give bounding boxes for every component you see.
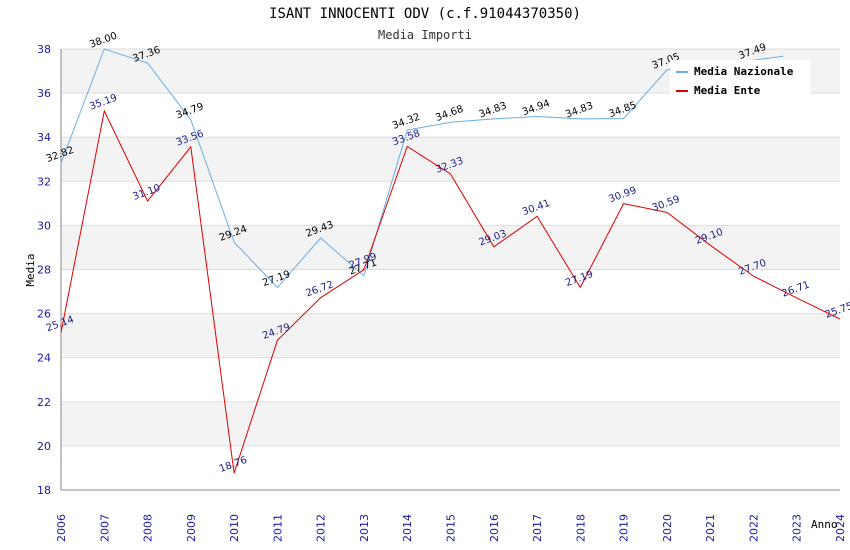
x-axis-label: Anno [811,518,838,531]
band-22-24 [61,357,840,402]
x-tick-label-2007: 2007 [98,514,111,542]
x-tick-label-2008: 2008 [142,514,155,542]
band-28-30 [61,225,840,270]
y-tick-label-22: 22 [37,396,51,409]
y-tick-label-26: 26 [37,308,51,321]
band-24-26 [61,313,840,358]
x-axis-ticks: 2006 2007 2008 2009 2010 2011 2012 2013 2014 2015… [55,514,847,542]
x-tick-label-2012: 2012 [315,514,328,542]
x-tick-label-2021: 2021 [704,514,717,542]
x-tick-label-2017: 2017 [531,514,544,542]
band-26-28 [61,269,840,314]
legend: Media Nazionale Media Ente [670,60,810,97]
x-tick-label-2016: 2016 [488,514,501,542]
x-tick-label-2010: 2010 [228,514,241,542]
y-tick-label-20: 20 [37,440,51,453]
legend-entry-media-ente: Media Ente [694,84,761,97]
series-lines [60,48,841,474]
series-line-media-ente [60,109,841,474]
x-tick-label-2022: 2022 [747,514,760,542]
band-18-20 [61,445,840,490]
y-tick-label-36: 36 [37,87,51,100]
y-tick-label-32: 32 [37,175,51,188]
y-axis-label: Media [24,253,37,286]
axes [60,49,840,491]
x-tick-label-2023: 2023 [791,514,804,542]
y-tick-label-34: 34 [37,131,51,144]
band-30-32 [61,181,840,226]
band-34-36 [61,93,840,138]
y-tick-label-28: 28 [37,264,51,277]
y-tick-label-38: 38 [37,43,51,56]
x-tick-label-2013: 2013 [358,514,371,542]
x-tick-label-2006: 2006 [55,514,68,542]
y-axis-ticks: 18 20 22 24 26 28 30 32 34 36 38 [37,43,51,497]
x-tick-label-2014: 2014 [401,514,414,542]
legend-entry-media-nazionale: Media Nazionale [694,65,794,78]
x-tick-label-2024: 2024 [834,514,847,542]
y-tick-label-30: 30 [37,219,51,232]
x-tick-label-2011: 2011 [271,514,284,542]
y-tick-label-24: 24 [37,352,51,365]
x-tick-label-2018: 2018 [574,514,587,542]
y-tick-label-18: 18 [37,484,51,497]
data-label-media-nazionale-2007: 38.00 [88,31,119,51]
chart-title: ISANT INNOCENTI ODV (c.f.91044370350) [269,6,581,22]
x-tick-label-2015: 2015 [445,514,458,542]
x-tick-label-2020: 2020 [661,514,674,542]
x-tick-label-2009: 2009 [185,514,198,542]
legend-box [670,60,810,97]
chart-subtitle: Media Importi [378,28,472,42]
band-20-22 [61,401,840,446]
x-tick-label-2019: 2019 [618,514,631,542]
series-line-media-nazionale [60,48,784,289]
